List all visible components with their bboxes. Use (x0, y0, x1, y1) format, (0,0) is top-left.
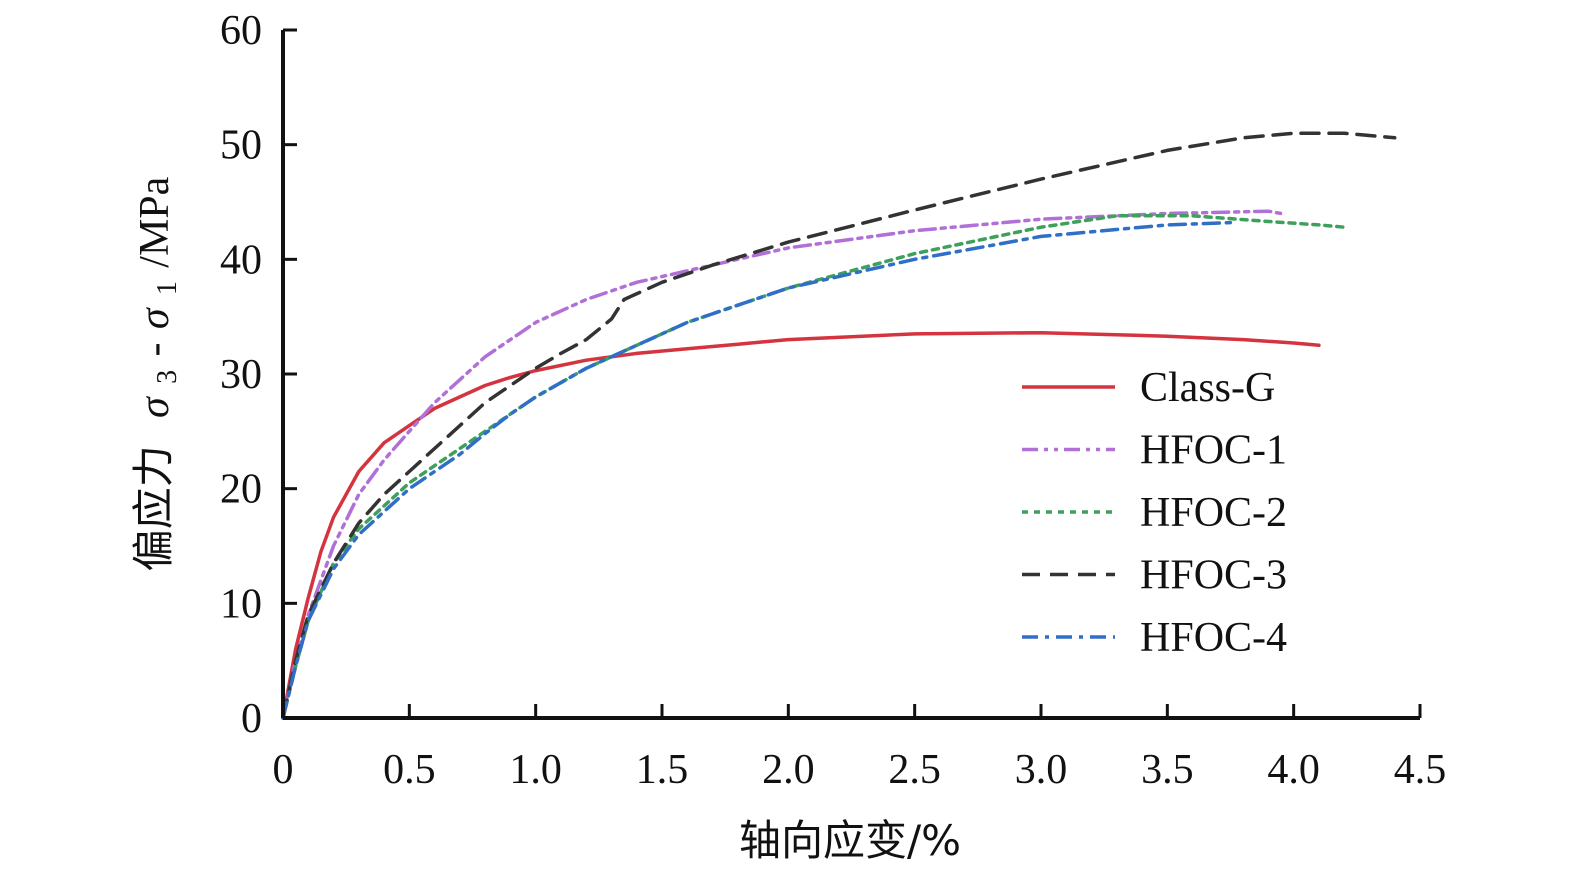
y-tick-label: 0 (241, 696, 262, 742)
x-axis-title: 轴向应变/% (739, 816, 961, 865)
series-line-class-g (281, 330, 1321, 720)
x-tick-label: 3.0 (1015, 747, 1068, 793)
legend-label-hfoc-3: HFOC-3 (1140, 553, 1287, 599)
legend-label-hfoc-1: HFOC-1 (1140, 428, 1287, 474)
x-ticks: 0 0.5 1.0 1.5 2.0 2.5 3.0 3.5 4.0 4.5 (273, 704, 1447, 793)
series-line-hfoc-4 (281, 220, 1233, 720)
series-line-hfoc-3 (281, 131, 1397, 720)
x-tick-label: 2.5 (888, 747, 941, 793)
legend-label-hfoc-4: HFOC-4 (1140, 615, 1287, 661)
x-tick-label: 4.5 (1394, 747, 1447, 793)
legend: Class-G HFOC-1 HFOC-2 HFOC-3 HFOC-4 (1022, 365, 1287, 661)
y-tick-label: 30 (220, 352, 262, 398)
y-axis-unit: /MPa (132, 176, 178, 267)
y-tick-label: 60 (220, 8, 262, 54)
plot-area (281, 131, 1397, 720)
y-tick-label: 20 (220, 467, 262, 513)
y-axis-title: 偏应力 σ 3 - σ 1 /MPa (129, 176, 186, 571)
x-tick-label: 4.0 (1267, 747, 1320, 793)
y-axis-sigma-a: σ (132, 395, 178, 418)
y-tick-label: 40 (220, 237, 262, 283)
x-tick-label: 1.0 (509, 747, 562, 793)
x-tick-label: 0 (273, 747, 294, 793)
x-tick-label: 3.5 (1141, 747, 1194, 793)
y-axis-dash: - (132, 343, 178, 357)
y-axis-sub-a: 3 (152, 370, 183, 384)
y-tick-label: 10 (220, 581, 262, 627)
y-axis-sigma-b: σ (132, 306, 178, 329)
y-axis-sub-b: 1 (152, 281, 183, 295)
y-tick-label: 50 (220, 123, 262, 169)
legend-label-hfoc-2: HFOC-2 (1140, 490, 1287, 536)
legend-label-class-g: Class-G (1140, 365, 1275, 411)
series-line-hfoc-1 (281, 209, 1283, 720)
y-ticks: 0 10 20 30 40 50 60 (220, 8, 297, 742)
y-axis-title-prefix: 偏应力 (129, 445, 178, 571)
x-tick-label: 0.5 (383, 747, 436, 793)
x-tick-label: 2.0 (762, 747, 815, 793)
x-tick-label: 1.5 (636, 747, 689, 793)
